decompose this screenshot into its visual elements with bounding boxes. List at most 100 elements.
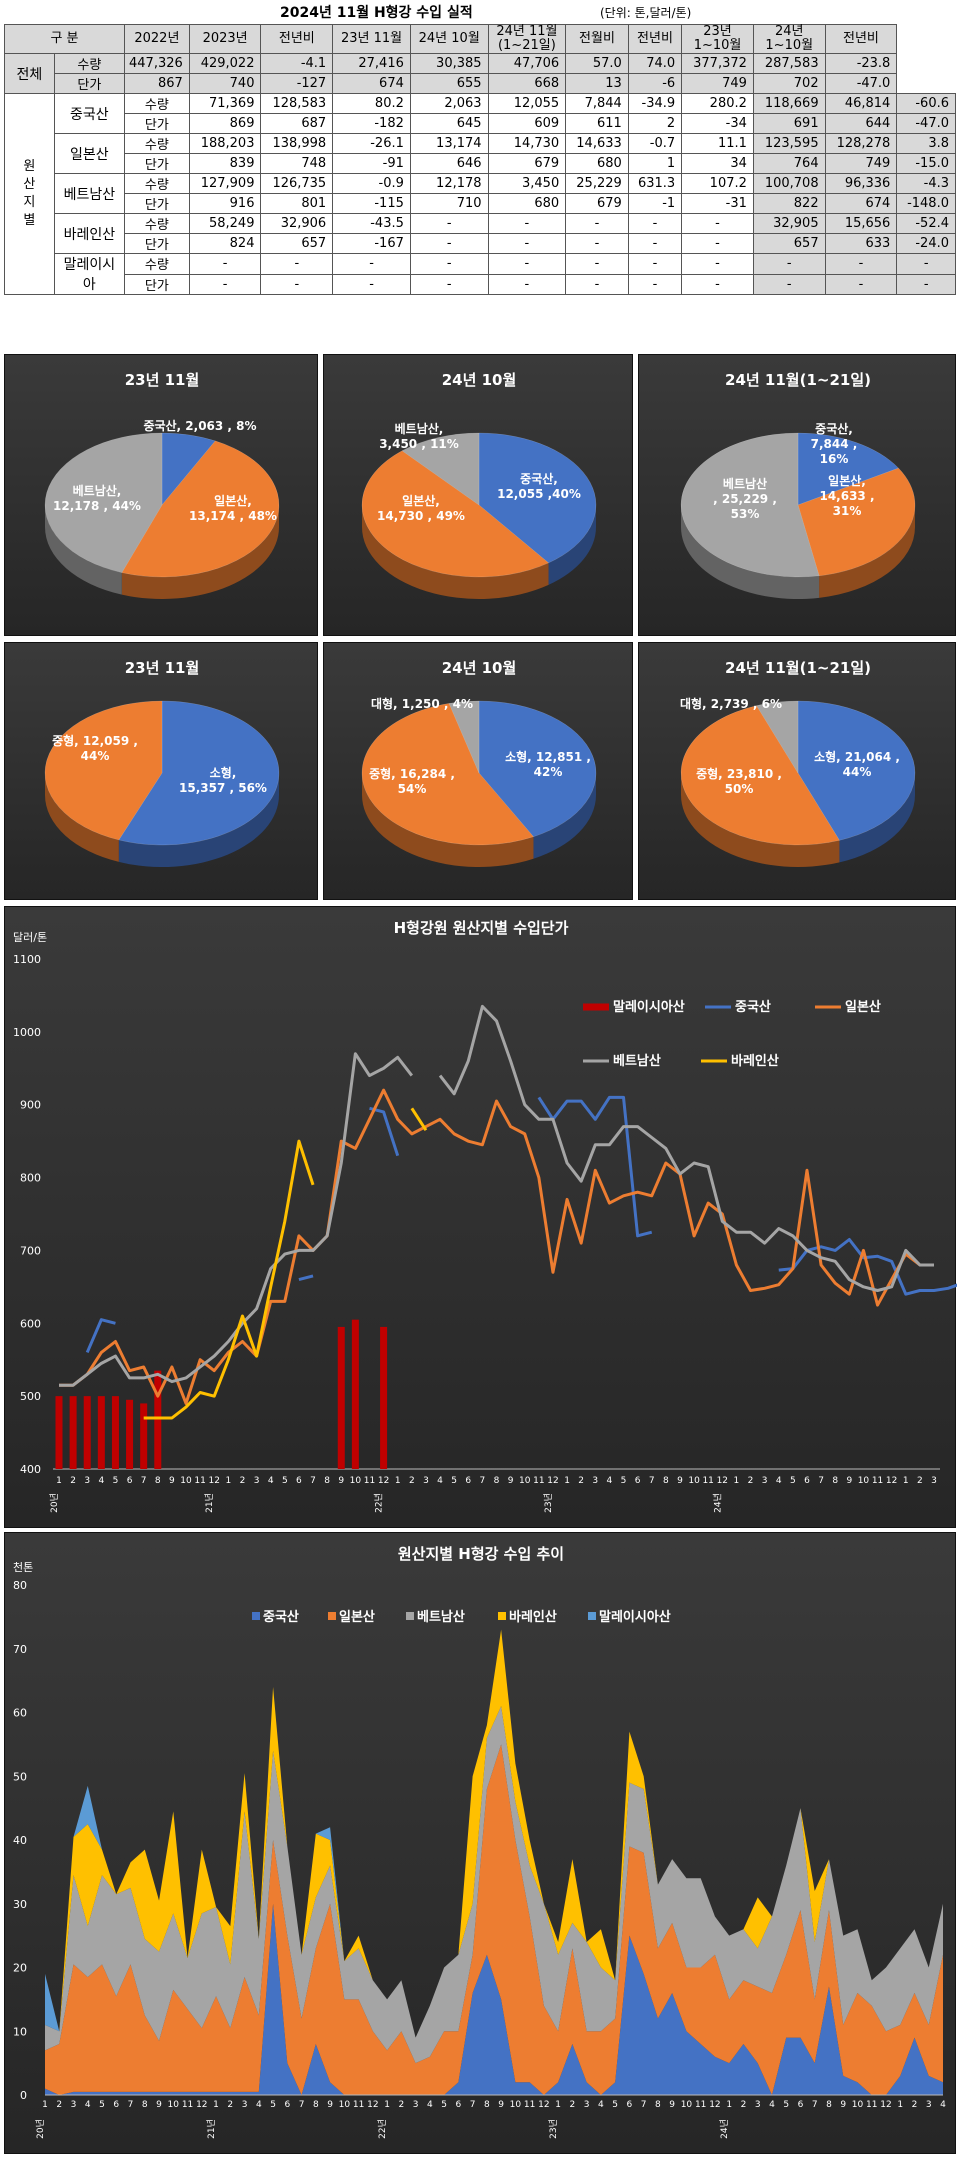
metric-label: 수량 bbox=[124, 213, 190, 234]
pie-slice-중국산 bbox=[478, 432, 597, 564]
x-tick-label: 10 bbox=[339, 2100, 351, 2110]
table-cell: - bbox=[627, 253, 683, 275]
pie-panel-4: 23년 11월 소형, 15,357 , 56% 중형, 12,059 , 44% bbox=[4, 642, 318, 900]
x-tick-label: 8 bbox=[832, 1476, 838, 1486]
x-tick-label: 2 bbox=[748, 1476, 754, 1486]
x-tick-label: 5 bbox=[451, 1476, 457, 1486]
table-row: 원 산 지 별 중국산 수량 71,369 128,583 80.2 2,063 12,055… bbox=[4, 93, 956, 295]
table-cell: -23.8 bbox=[824, 53, 898, 74]
metric-label: 수량 bbox=[124, 173, 190, 194]
pie-title: 24년 11월(1~21일) bbox=[725, 371, 871, 389]
table-cell: 118,669 bbox=[752, 93, 826, 114]
table-header: 전년비 bbox=[824, 24, 898, 54]
legend-label: 일본산 bbox=[845, 999, 881, 1015]
x-tick-label: 7 bbox=[310, 1476, 316, 1486]
table-cell: 674 bbox=[332, 73, 411, 94]
table-cell: 824 bbox=[188, 233, 262, 254]
x-tick-label: 1 bbox=[225, 1476, 231, 1486]
table-cell: 2,063 bbox=[409, 93, 489, 114]
table-cell: - bbox=[332, 273, 411, 295]
table-header: 구 분 bbox=[4, 24, 125, 54]
x-tick-label: 7 bbox=[470, 2100, 476, 2110]
table-cell: -26.1 bbox=[332, 133, 411, 154]
table-cell: 46,814 bbox=[824, 93, 898, 114]
table-cell: 740 bbox=[188, 73, 262, 94]
x-tick-label: 11 bbox=[194, 1476, 205, 1486]
table-cell: 869 bbox=[188, 113, 262, 134]
x-tick-label: 3 bbox=[84, 1476, 90, 1486]
x-tick-label: 4 bbox=[776, 1476, 782, 1486]
x-tick-label: 12 bbox=[886, 1476, 897, 1486]
pie-data-label: 중형, 12,059 , 44% bbox=[52, 733, 138, 763]
x-tick-label: 7 bbox=[141, 1476, 147, 1486]
malaysia-bar bbox=[83, 1396, 91, 1469]
x-tick-label: 9 bbox=[169, 1476, 175, 1486]
x-tick-label: 8 bbox=[663, 1476, 669, 1486]
table-cell: - bbox=[409, 253, 489, 275]
table-cell: -47.0 bbox=[824, 73, 898, 94]
x-tick-label: 1 bbox=[564, 1476, 570, 1486]
table-cell: - bbox=[681, 273, 754, 295]
x-tick-label: 2 bbox=[578, 1476, 584, 1486]
table-cell: 3.8 bbox=[896, 133, 956, 154]
x-tick-label: 6 bbox=[627, 2100, 633, 2110]
table-cell: 611 bbox=[565, 113, 629, 134]
malaysia-bar bbox=[154, 1370, 162, 1469]
legend-swatch bbox=[328, 1612, 336, 1620]
x-tick-label: 9 bbox=[498, 2100, 504, 2110]
malaysia-bar bbox=[140, 1403, 148, 1469]
y-tick-label: 800 bbox=[20, 1172, 41, 1185]
table-cell: 631.3 bbox=[627, 173, 683, 194]
table-cell: - bbox=[627, 213, 683, 234]
table-cell: - bbox=[565, 253, 629, 275]
x-tick-label: 10 bbox=[519, 1476, 531, 1486]
x-tick-label: 10 bbox=[681, 2100, 693, 2110]
table-row: 전체 수량 447,326 429,022 -4.1 27,416 30,385 47,706… bbox=[4, 53, 956, 94]
table-row: 단가 839 748 -91 646 679 680 1 34 764 749 -15.0 bbox=[5, 153, 956, 174]
x-tick-label: 7 bbox=[818, 1476, 824, 1486]
pie-slice-side bbox=[362, 773, 534, 867]
table-cell: -15.0 bbox=[896, 153, 956, 174]
x-tick-label: 10 bbox=[180, 1476, 192, 1486]
metric-label: 단가 bbox=[124, 273, 190, 295]
pie-panel-5: 24년 10월 소형, 12,851 , 42% 중형, 16,284 , 54% 대형,… bbox=[323, 642, 633, 900]
legend-label: 말레이시아산 bbox=[613, 999, 685, 1015]
table-cell: 71,369 bbox=[188, 93, 262, 114]
x-tick-label: 3 bbox=[242, 2100, 248, 2110]
x-tick-label: 1 bbox=[555, 2100, 561, 2110]
pie-data-label: 소형, 12,851 , 42% bbox=[505, 749, 591, 779]
table-cell: 13,174 bbox=[409, 133, 489, 154]
pie-slice-소형 bbox=[118, 700, 280, 846]
x-year-label: 20년 bbox=[35, 2119, 46, 2139]
x-tick-label: 3 bbox=[413, 2100, 419, 2110]
x-tick-label: 10 bbox=[688, 1476, 700, 1486]
x-tick-label: 4 bbox=[427, 2100, 433, 2110]
table-cell: 34 bbox=[681, 153, 754, 174]
metric-label: 단가 bbox=[124, 233, 190, 254]
y-tick-label: 70 bbox=[13, 1643, 27, 1656]
y-tick-label: 10 bbox=[13, 2025, 27, 2038]
table-row: 단가 867 740 -127 674 655 668 13 -6 749 702 -47.0 bbox=[5, 73, 956, 94]
x-tick-label: 8 bbox=[142, 2100, 148, 2110]
x-tick-label: 7 bbox=[812, 2100, 818, 2110]
x-tick-label: 4 bbox=[85, 2100, 91, 2110]
pie-slice-일본산 bbox=[797, 467, 916, 577]
table-cell: 674 bbox=[824, 193, 898, 214]
pie-data-label: 소형, 21,064 , 44% bbox=[814, 749, 900, 779]
origin-label: 중국산 bbox=[53, 93, 126, 134]
pie-slice-중국산 bbox=[797, 432, 899, 506]
table-cell: 646 bbox=[409, 153, 489, 174]
y-axis-label: 달러/톤 bbox=[13, 931, 47, 944]
y-axis-label: 천톤 bbox=[13, 1560, 33, 1574]
y-tick-label: 500 bbox=[20, 1390, 41, 1403]
x-tick-label: 7 bbox=[299, 2100, 305, 2110]
table-cell: 58,249 bbox=[188, 213, 262, 234]
x-tick-label: 5 bbox=[441, 2100, 447, 2110]
malaysia-bar bbox=[380, 1326, 388, 1469]
table-cell: -6 bbox=[627, 73, 683, 94]
x-tick-label: 3 bbox=[755, 2100, 761, 2110]
table-cell: - bbox=[752, 273, 826, 295]
pie-panel-3: 24년 11월(1~21일) 중국산, 7,844 , 16% 일본산, 14,633 ,… bbox=[638, 354, 956, 636]
